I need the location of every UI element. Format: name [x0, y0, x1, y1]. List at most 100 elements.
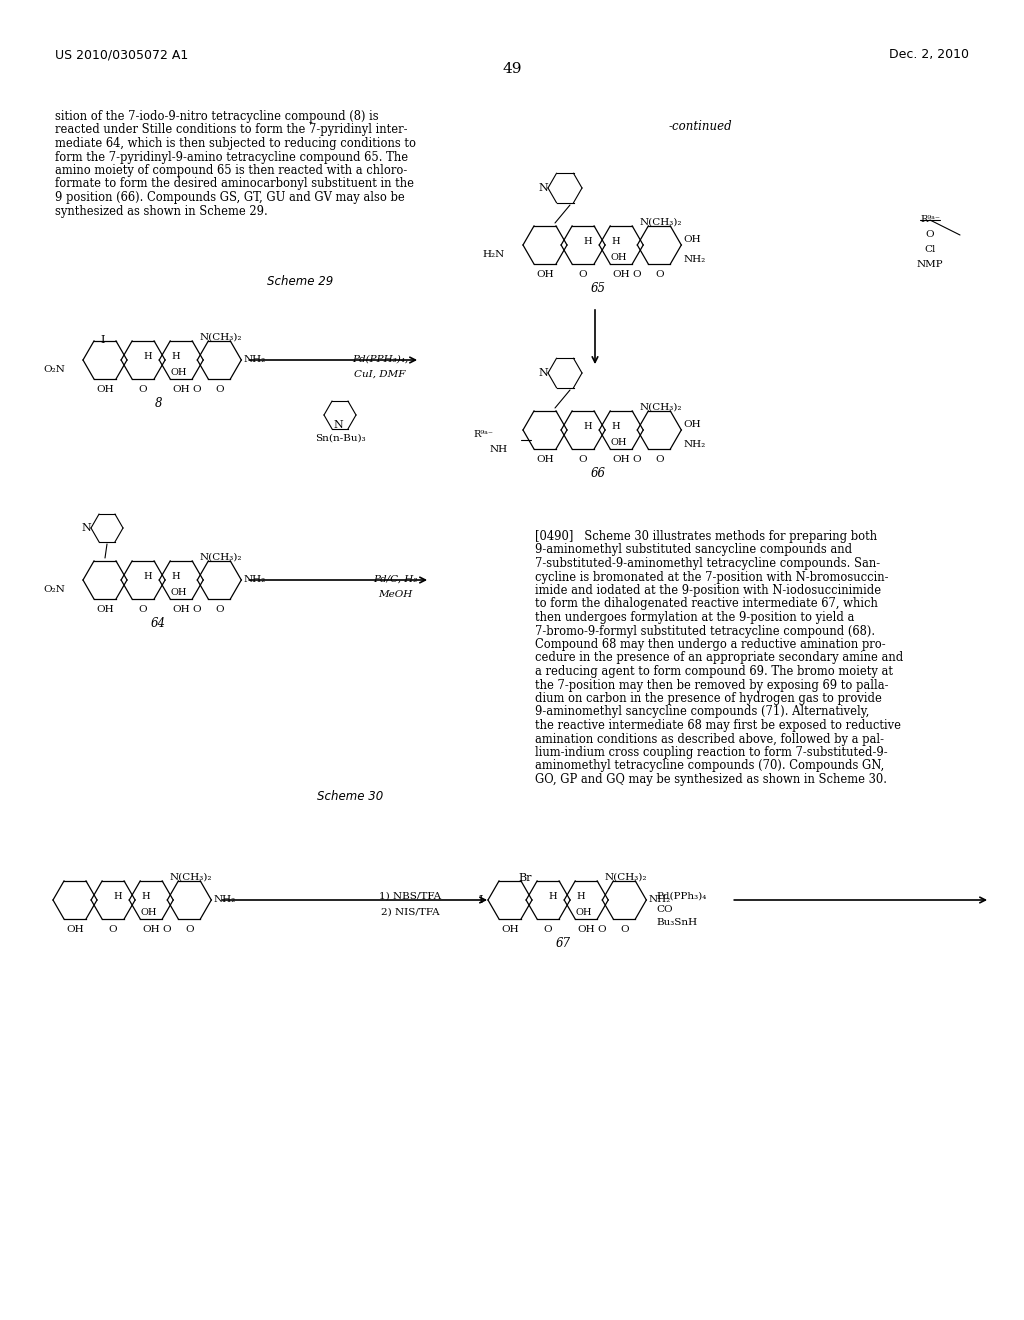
Text: lium-indium cross coupling reaction to form 7-substituted-9-: lium-indium cross coupling reaction to f… — [535, 746, 888, 759]
Text: O: O — [579, 271, 588, 279]
Text: NH₂: NH₂ — [648, 895, 671, 904]
Text: H: H — [612, 422, 621, 432]
Text: 9 position (66). Compounds GS, GT, GU and GV may also be: 9 position (66). Compounds GS, GT, GU an… — [55, 191, 404, 205]
Text: N: N — [539, 183, 548, 193]
Text: N(CH₃)₂: N(CH₃)₂ — [604, 873, 647, 882]
Text: Br: Br — [518, 873, 531, 883]
Text: O: O — [215, 605, 223, 614]
Text: GO, GP and GQ may be synthesized as shown in Scheme 30.: GO, GP and GQ may be synthesized as show… — [535, 774, 887, 785]
Text: then undergoes formylation at the 9-position to yield a: then undergoes formylation at the 9-posi… — [535, 611, 854, 624]
Text: OH: OH — [537, 455, 554, 465]
Text: H: H — [172, 352, 180, 360]
Text: 9-aminomethyl substituted sancycline compounds and: 9-aminomethyl substituted sancycline com… — [535, 544, 852, 557]
Text: Sn(n-Bu)₃: Sn(n-Bu)₃ — [314, 434, 366, 444]
Text: a reducing agent to form compound 69. The bromo moiety at: a reducing agent to form compound 69. Th… — [535, 665, 893, 678]
Text: OH: OH — [612, 455, 630, 465]
Text: OH: OH — [172, 385, 190, 393]
Text: Pd(PPH₃)₄,: Pd(PPH₃)₄, — [352, 355, 408, 364]
Text: US 2010/0305072 A1: US 2010/0305072 A1 — [55, 48, 188, 61]
Text: 9-aminomethyl sancycline compounds (71). Alternatively,: 9-aminomethyl sancycline compounds (71).… — [535, 705, 869, 718]
Text: the reactive intermediate 68 may first be exposed to reductive: the reactive intermediate 68 may first b… — [535, 719, 901, 733]
Text: Pd(PPh₃)₄: Pd(PPh₃)₄ — [656, 892, 707, 902]
Text: I: I — [478, 895, 483, 906]
Text: 66: 66 — [591, 467, 605, 480]
Text: aminomethyl tetracycline compounds (70). Compounds GN,: aminomethyl tetracycline compounds (70).… — [535, 759, 885, 772]
Text: N(CH₃)₂: N(CH₃)₂ — [639, 403, 682, 412]
Text: OH: OH — [141, 908, 158, 917]
Text: CuI, DMF: CuI, DMF — [354, 370, 406, 379]
Text: to form the dihalogenated reactive intermediate 67, which: to form the dihalogenated reactive inter… — [535, 598, 878, 610]
Text: OH: OH — [96, 605, 114, 614]
Text: Bu₃SnH: Bu₃SnH — [656, 917, 697, 927]
Text: H: H — [549, 892, 557, 902]
Text: 49: 49 — [502, 62, 522, 77]
Text: O: O — [191, 385, 201, 393]
Text: cycline is bromonated at the 7-position with N-bromosuccin-: cycline is bromonated at the 7-position … — [535, 570, 889, 583]
Text: amination conditions as described above, followed by a pal-: amination conditions as described above,… — [535, 733, 884, 746]
Text: H₂N: H₂N — [482, 249, 505, 259]
Text: NH₂: NH₂ — [244, 355, 265, 364]
Text: O: O — [191, 605, 201, 614]
Text: 7-bromo-9-formyl substituted tetracycline compound (68).: 7-bromo-9-formyl substituted tetracyclin… — [535, 624, 876, 638]
Text: O: O — [544, 925, 552, 935]
Text: OH: OH — [578, 925, 595, 935]
Text: Pd/C, H₂: Pd/C, H₂ — [373, 576, 417, 583]
Text: R⁹ᵃ⁻: R⁹ᵃ⁻ — [473, 430, 493, 440]
Text: NMP: NMP — [916, 260, 943, 269]
Text: N: N — [539, 368, 548, 378]
Text: formate to form the desired aminocarbonyl substituent in the: formate to form the desired aminocarbony… — [55, 177, 414, 190]
Text: OH: OH — [501, 925, 519, 935]
Text: Scheme 29: Scheme 29 — [267, 275, 333, 288]
Text: 2) NIS/TFA: 2) NIS/TFA — [381, 908, 439, 917]
Text: 64: 64 — [151, 616, 166, 630]
Text: OH: OH — [537, 271, 554, 279]
Text: H: H — [143, 352, 153, 360]
Text: H: H — [143, 572, 153, 581]
Text: O: O — [109, 925, 118, 935]
Text: O: O — [185, 925, 194, 935]
Text: dium on carbon in the presence of hydrogen gas to provide: dium on carbon in the presence of hydrog… — [535, 692, 882, 705]
Text: OH: OH — [575, 908, 593, 917]
Text: NH₂: NH₂ — [683, 255, 706, 264]
Text: Scheme 30: Scheme 30 — [316, 789, 383, 803]
Text: O: O — [632, 271, 641, 279]
Text: OH: OH — [67, 925, 84, 935]
Text: H: H — [577, 892, 586, 902]
Text: mediate 64, which is then subjected to reducing conditions to: mediate 64, which is then subjected to r… — [55, 137, 416, 150]
Text: 7-substituted-9-aminomethyl tetracycline compounds. San-: 7-substituted-9-aminomethyl tetracycline… — [535, 557, 880, 570]
Text: OH: OH — [171, 587, 187, 597]
Text: R⁹ᵃ⁻: R⁹ᵃ⁻ — [920, 215, 940, 224]
Text: H: H — [584, 238, 593, 246]
Text: N(CH₃)₂: N(CH₃)₂ — [200, 553, 242, 562]
Text: form the 7-pyridinyl-9-amino tetracycline compound 65. The: form the 7-pyridinyl-9-amino tetracyclin… — [55, 150, 409, 164]
Text: N(CH₃)₂: N(CH₃)₂ — [169, 873, 212, 882]
Text: OH: OH — [611, 438, 628, 447]
Text: O: O — [926, 230, 934, 239]
Text: N: N — [333, 420, 343, 430]
Text: O: O — [620, 925, 629, 935]
Text: Dec. 2, 2010: Dec. 2, 2010 — [889, 48, 969, 61]
Text: N: N — [81, 523, 91, 533]
Text: O: O — [139, 385, 147, 393]
Text: O: O — [162, 925, 171, 935]
Text: H: H — [584, 422, 593, 432]
Text: amino moiety of compound 65 is then reacted with a chloro-: amino moiety of compound 65 is then reac… — [55, 164, 408, 177]
Text: O₂N: O₂N — [43, 366, 65, 374]
Text: Cl: Cl — [925, 246, 936, 253]
Text: O: O — [655, 455, 664, 465]
Text: 8: 8 — [155, 397, 162, 411]
Text: H: H — [114, 892, 123, 902]
Text: NH: NH — [489, 445, 508, 454]
Text: NH₂: NH₂ — [213, 895, 236, 904]
Text: 1) NBS/TFA: 1) NBS/TFA — [379, 892, 441, 902]
Text: OH: OH — [612, 271, 630, 279]
Text: CO: CO — [656, 906, 673, 913]
Text: [0490]   Scheme 30 illustrates methods for preparing both: [0490] Scheme 30 illustrates methods for… — [535, 531, 878, 543]
Text: sition of the 7-iodo-9-nitro tetracycline compound (8) is: sition of the 7-iodo-9-nitro tetracyclin… — [55, 110, 379, 123]
Text: OH: OH — [611, 253, 628, 261]
Text: reacted under Stille conditions to form the 7-pyridinyl inter-: reacted under Stille conditions to form … — [55, 124, 408, 136]
Text: the 7-position may then be removed by exposing 69 to palla-: the 7-position may then be removed by ex… — [535, 678, 889, 692]
Text: H: H — [172, 572, 180, 581]
Text: OH: OH — [96, 385, 114, 393]
Text: imide and iodated at the 9-position with N-iodosuccinimide: imide and iodated at the 9-position with… — [535, 583, 881, 597]
